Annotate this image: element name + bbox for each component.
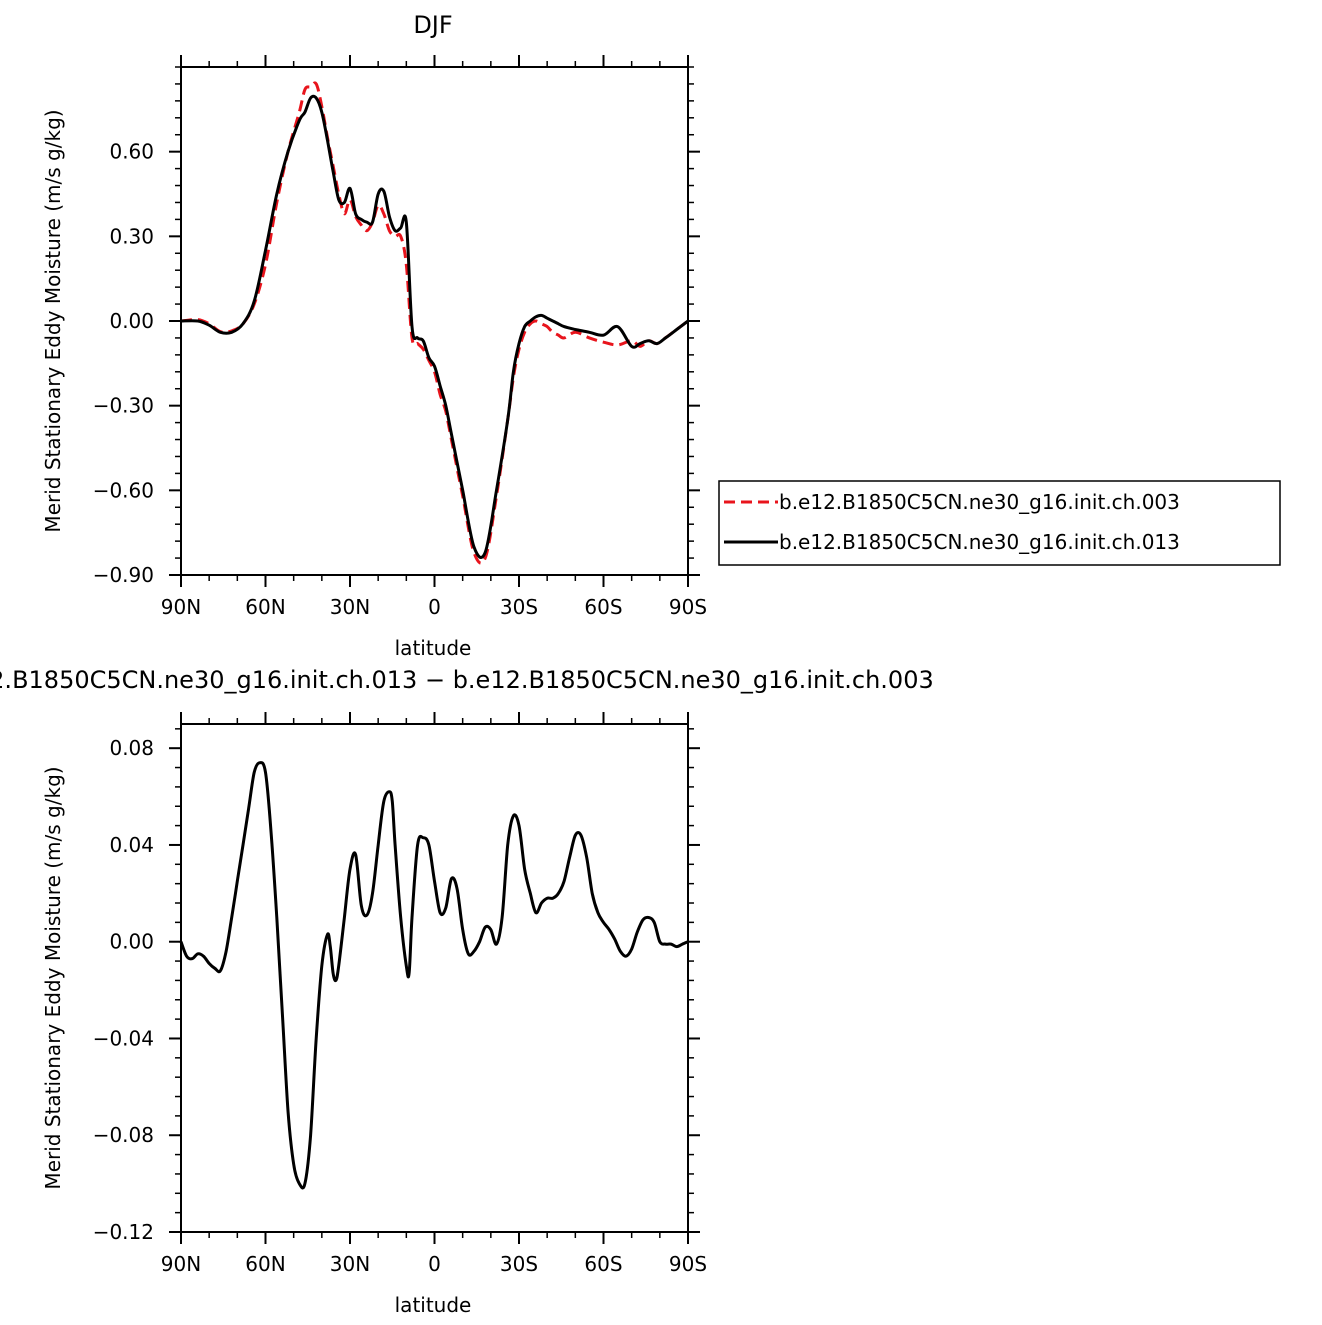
y-tick-label: −0.60 — [93, 478, 154, 502]
x-axis-ticks: 90N 60N 30N 0 30S 60S 90S — [161, 712, 707, 1276]
x-axis-label: latitude — [395, 636, 472, 660]
panel-top: DJF 90N 60N 30N 0 30S 60S 90S 0.60 0.30 0.00 −0.3… — [41, 11, 707, 660]
x-tick-label: 0 — [428, 1252, 441, 1276]
plot-frame — [180, 723, 689, 1233]
difference-title: b.e12.B1850C5CN.ne30_g16.init.ch.013 − b… — [0, 666, 934, 694]
y-tick-label: −0.08 — [93, 1123, 154, 1147]
y-tick-label: 0.00 — [109, 930, 154, 954]
series-lines — [179, 761, 689, 1190]
x-axis-label: latitude — [395, 1293, 472, 1317]
series-line-ch003 — [180, 81, 689, 565]
y-axis-ticks: 0.08 0.04 0.00 −0.04 −0.08 −0.12 — [93, 728, 700, 1244]
y-tick-label: −0.12 — [93, 1220, 154, 1244]
y-tick-label: 0.04 — [109, 833, 154, 857]
legend-entry-ch003: b.e12.B1850C5CN.ne30_g16.init.ch.003 — [779, 490, 1180, 514]
series-lines — [180, 81, 689, 565]
x-tick-label: 90S — [669, 595, 707, 619]
legend: b.e12.B1850C5CN.ne30_g16.init.ch.003 b.e… — [718, 480, 1281, 566]
x-tick-label: 30S — [500, 1252, 538, 1276]
y-tick-label: 0.08 — [109, 736, 154, 760]
x-tick-label: 30S — [500, 595, 538, 619]
x-tick-label: 90S — [669, 1252, 707, 1276]
y-tick-label: 0.30 — [109, 224, 154, 248]
y-tick-label: −0.90 — [93, 563, 154, 587]
y-tick-label: 0.60 — [109, 140, 154, 164]
series-line-ch013 — [180, 94, 689, 559]
x-tick-label: 60N — [245, 1252, 285, 1276]
panel-bottom: b.e12.B1850C5CN.ne30_g16.init.ch.013 − b… — [0, 666, 934, 1317]
y-axis-label: Merid Stationary Eddy Moisture (m/s g/kg… — [41, 109, 65, 532]
y-tick-label: 0.00 — [109, 309, 154, 333]
y-tick-label: −0.30 — [93, 394, 154, 418]
series-line-difference — [179, 761, 689, 1190]
x-tick-label: 90N — [161, 1252, 201, 1276]
x-tick-label: 60S — [584, 595, 622, 619]
plot-frame — [180, 66, 689, 576]
x-tick-label: 30N — [330, 1252, 370, 1276]
y-axis-label: Merid Stationary Eddy Moisture (m/s g/kg… — [41, 766, 65, 1189]
legend-box — [718, 480, 1281, 566]
x-tick-label: 30N — [330, 595, 370, 619]
y-tick-label: −0.04 — [93, 1026, 154, 1050]
x-axis-ticks: 90N 60N 30N 0 30S 60S 90S — [161, 55, 707, 619]
y-axis-ticks: 0.60 0.30 0.00 −0.30 −0.60 −0.90 — [93, 66, 700, 587]
chart-title: DJF — [413, 11, 452, 39]
x-tick-label: 60N — [245, 595, 285, 619]
legend-entry-ch013: b.e12.B1850C5CN.ne30_g16.init.ch.013 — [779, 530, 1180, 554]
x-tick-label: 0 — [428, 595, 441, 619]
x-tick-label: 60S — [584, 1252, 622, 1276]
x-tick-label: 90N — [161, 595, 201, 619]
